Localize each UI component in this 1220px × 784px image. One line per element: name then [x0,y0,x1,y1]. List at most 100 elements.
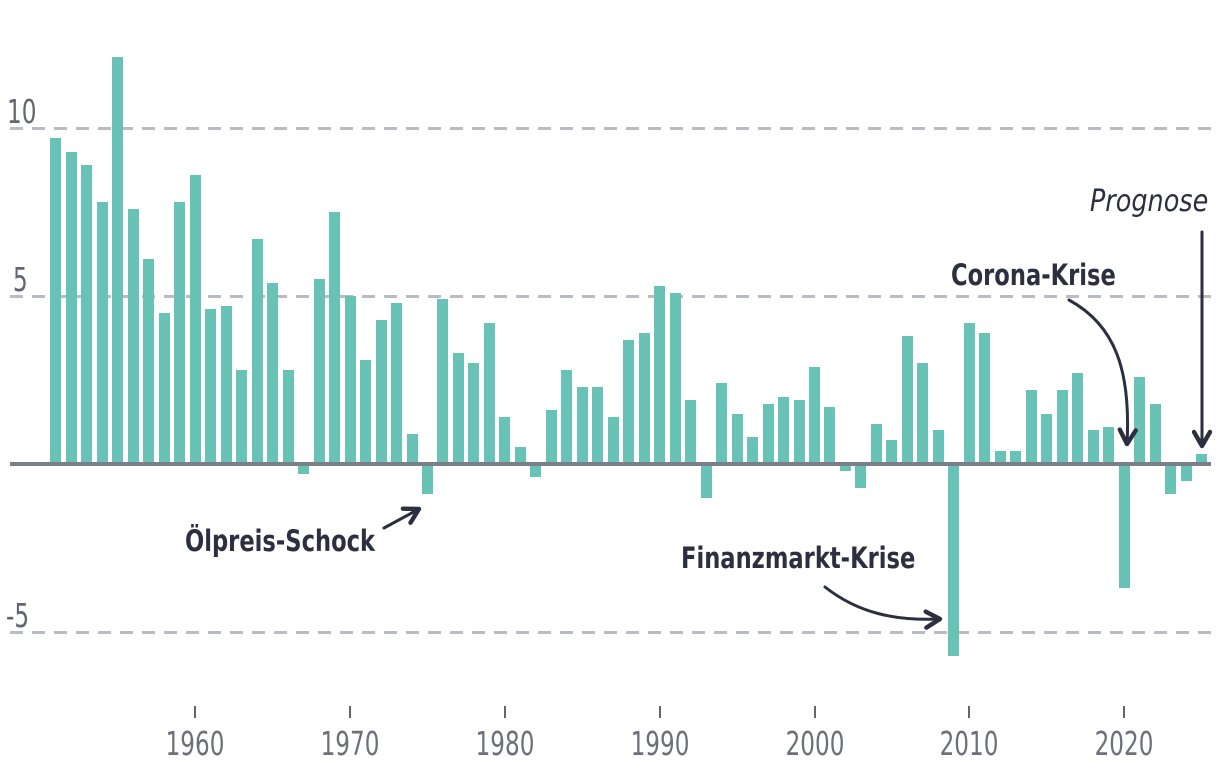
bar-2008 [932,430,944,464]
bar-2022 [1149,403,1161,464]
x-tick-2020 [1123,706,1126,718]
bar-2014 [1025,390,1037,464]
y-axis-label--5: -5 [6,596,30,635]
bar-1972 [375,319,387,464]
x-axis-label-2000: 2000 [785,724,844,763]
bar-1976 [437,299,449,464]
bar-2020 [1118,464,1130,589]
bar-1954 [96,201,108,464]
y-axis-label-10: 10 [7,92,37,131]
bar-1987 [607,416,619,464]
bar-2009 [948,464,960,656]
x-axis-label-2020: 2020 [1094,724,1154,763]
bar-1956 [127,208,139,464]
bar-1995 [731,413,743,464]
bar-1964 [251,238,263,464]
bar-1970 [344,296,356,464]
x-tick-1990 [658,706,661,718]
bar-1952 [65,151,77,464]
bar-1989 [638,332,650,464]
bar-1959 [174,201,186,464]
bar-2006 [901,336,913,464]
bar-2011 [979,332,991,464]
bar-1980 [499,416,511,464]
bar-1963 [236,369,248,464]
bar-1958 [158,312,170,464]
bar-1973 [391,302,403,464]
bar-1962 [220,306,232,464]
bar-1994 [716,383,728,464]
annotation-oil-price-shock: Ölpreis-Schock [185,524,376,558]
x-axis-label-2010: 2010 [939,724,999,763]
bar-2001 [824,406,836,464]
x-axis-label-1970: 1970 [320,724,380,763]
bar-1960 [189,175,201,464]
bar-1999 [793,400,805,464]
bar-1979 [483,322,495,464]
bar-1967 [298,464,310,475]
bar-1965 [267,282,279,464]
bar-2025 [1196,453,1207,464]
bar-1988 [623,339,635,464]
bar-2013 [1010,450,1022,464]
x-tick-1960 [194,706,197,718]
bar-1993 [700,464,712,498]
y-axis-label-5: 5 [13,260,28,299]
x-tick-2010 [968,706,971,718]
bar-2021 [1134,376,1146,464]
bar-1968 [313,279,325,464]
bar-1991 [669,292,681,464]
bar-1981 [514,447,526,464]
bar-2017 [1072,373,1084,464]
x-axis-label-1980: 1980 [475,724,535,763]
bar-1982 [530,464,542,478]
bar-1974 [406,433,418,464]
bar-1997 [762,403,774,464]
gridline-10 [10,126,1211,130]
bar-2024 [1180,464,1192,481]
bar-1969 [329,212,341,464]
x-tick-1970 [349,706,352,718]
bar-1990 [654,285,666,464]
annotation-corona-crisis: Corona-Krise [951,258,1116,292]
bar-2010 [963,322,975,464]
bar-2005 [886,440,898,464]
bar-1955 [112,57,124,464]
gridline--5 [10,630,1211,634]
bar-2015 [1041,413,1053,464]
bar-2002 [839,464,851,471]
bar-1986 [592,386,604,464]
bar-1977 [452,353,464,464]
bar-1951 [50,138,62,464]
bar-1985 [576,386,588,464]
bar-1992 [685,400,697,464]
oil-shock-arrow [382,506,422,530]
bar-2018 [1087,430,1099,464]
bar-2007 [917,363,929,464]
bar-1983 [545,410,557,464]
financial-crisis-arrow [823,585,943,630]
x-tick-2000 [813,706,816,718]
bar-1966 [282,369,294,464]
bar-2012 [994,450,1006,464]
bar-2016 [1056,390,1068,464]
annotation-financial-crisis: Finanzmarkt-Krise [681,541,916,575]
x-axis-label-1990: 1990 [630,724,690,763]
bar-1975 [422,464,433,495]
bar-1996 [747,437,759,464]
bar-1957 [143,259,155,464]
x-tick-1980 [503,706,506,718]
bar-1978 [468,363,480,464]
x-axis-label-1960: 1960 [165,724,225,763]
bar-2023 [1165,464,1177,495]
bar-2004 [870,423,882,464]
bar-2003 [855,464,867,488]
annotation-forecast: Prognose [1089,184,1208,219]
bar-1998 [778,396,790,464]
bar-1953 [81,164,93,464]
bar-1961 [205,309,217,464]
zero-axis-line [10,461,1211,466]
bar-1984 [561,369,573,464]
bar-1971 [360,359,372,464]
